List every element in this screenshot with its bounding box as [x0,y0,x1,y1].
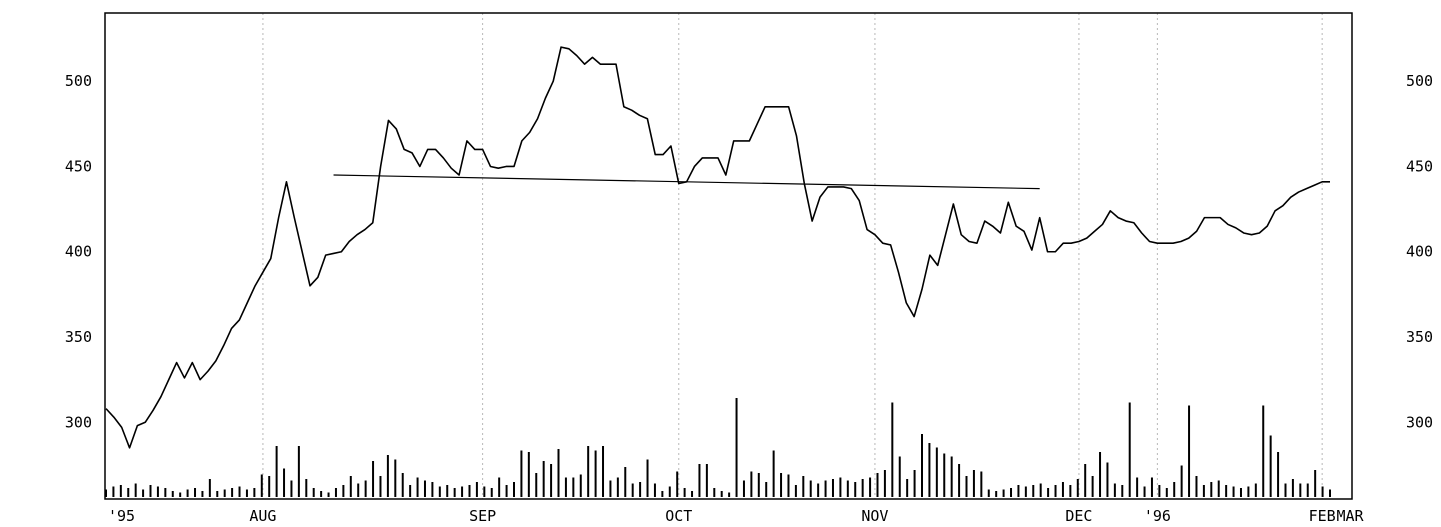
x-axis: '95 AUG SEP OCT NOV DEC '96 FEB MAR [108,507,1365,525]
y-tick-label-left: 400 [65,243,92,261]
plot-frame [105,13,1352,499]
y-tick-label-right: 350 [1406,328,1433,346]
y-tick-label-right: 450 [1406,157,1433,175]
y-axis-left: 300 350 400 450 500 [65,72,92,431]
x-tick-label: '96 [1144,507,1171,525]
y-tick-label-left: 450 [65,157,92,175]
y-tick-label-left: 500 [65,72,92,90]
x-tick-label: OCT [665,507,692,525]
x-tick-label: DEC [1065,507,1092,525]
volume-bars [106,398,1330,497]
x-tick-label: FEB [1309,507,1336,525]
y-tick-label-right: 300 [1406,413,1433,431]
y-tick-label-right: 400 [1406,243,1433,261]
x-tick-label: '95 [108,507,135,525]
y-axis-right: 300 350 400 450 500 [1406,72,1433,431]
grid-layer [263,13,1441,499]
x-tick-label: AUG [249,507,276,525]
price-line [106,47,1330,448]
x-tick-label: SEP [469,507,496,525]
y-tick-label-left: 350 [65,328,92,346]
y-tick-label-left: 300 [65,413,92,431]
y-tick-label-right: 500 [1406,72,1433,90]
x-tick-label: MAR [1336,507,1364,525]
trendline [334,175,1040,189]
x-tick-label: NOV [861,507,888,525]
